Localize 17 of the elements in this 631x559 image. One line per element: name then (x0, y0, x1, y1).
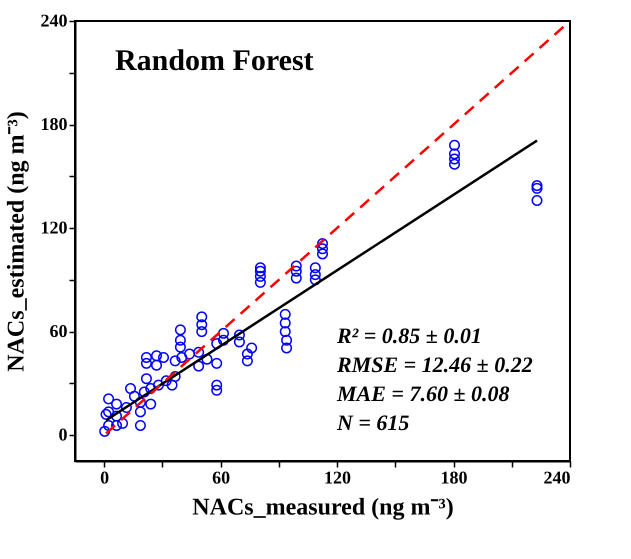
annotation: RMSE = 12.46 ± 0.22 (336, 352, 533, 377)
x-tick-label: 0 (100, 468, 110, 488)
annotation: R² = 0.85 ± 0.01 (336, 323, 482, 348)
x-tick-label: 120 (324, 468, 352, 488)
annotation: N = 615 (336, 410, 410, 435)
y-tick-label: 120 (40, 218, 68, 238)
y-axis-title: NACs_estimated (ng m⁻³) (4, 111, 30, 372)
y-tick-label: 180 (40, 114, 68, 134)
x-tick-label: 180 (440, 468, 468, 488)
x-axis-title: NACs_measured (ng m⁻³) (192, 494, 454, 520)
annotation: MAE = 7.60 ± 0.08 (336, 381, 510, 406)
y-tick-label: 60 (50, 321, 68, 342)
text: Random Forest (115, 44, 314, 77)
y-tick-label: 0 (58, 424, 68, 445)
y-tick-label: 240 (40, 10, 68, 30)
x-tick-label: 240 (544, 468, 570, 488)
x-tick-label: 60 (212, 468, 230, 488)
